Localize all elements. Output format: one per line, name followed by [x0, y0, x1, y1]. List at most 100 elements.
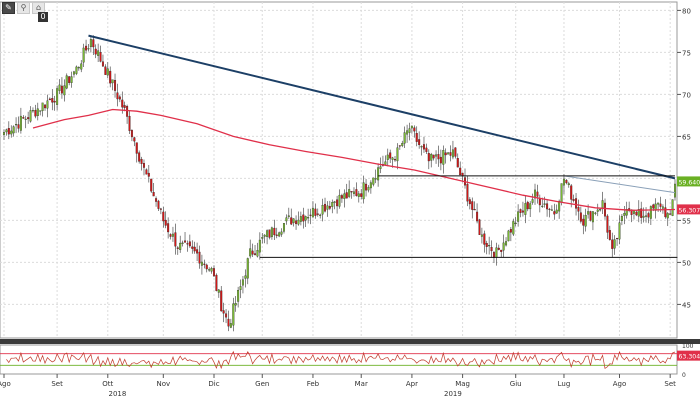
candle-body: [457, 158, 459, 167]
zero-badge[interactable]: 0: [38, 12, 48, 22]
candle-body: [467, 184, 469, 201]
x-tick-label: Ago: [0, 380, 11, 388]
candle-body: [83, 48, 85, 62]
candle-body: [71, 77, 73, 83]
candle-body: [85, 46, 87, 50]
candle-body: [324, 204, 326, 211]
oscillator-last-tag: 63.3043: [679, 354, 700, 361]
candle-body: [582, 219, 584, 225]
candle-body: [73, 72, 75, 75]
candle-body: [413, 128, 415, 131]
candle-body: [551, 210, 553, 211]
candle-body: [664, 208, 666, 217]
pencil-icon[interactable]: ✎: [2, 2, 15, 14]
candle-body: [503, 243, 505, 250]
candle-body: [483, 234, 485, 245]
candle-body: [616, 238, 618, 239]
candle-body: [286, 218, 288, 221]
candle-body: [102, 62, 104, 67]
candle-body: [44, 105, 46, 108]
candle-body: [302, 215, 304, 221]
candle-body: [283, 223, 285, 231]
candle-body: [25, 119, 27, 120]
candle-body: [568, 184, 570, 185]
candle-body: [30, 110, 32, 121]
candle-body: [341, 195, 343, 198]
candle-body: [160, 209, 162, 210]
candle-body: [167, 223, 169, 231]
candle-body: [228, 319, 230, 326]
candle-body: [266, 231, 268, 237]
candle-body: [561, 184, 563, 203]
candle-body: [643, 216, 645, 217]
candle-body: [394, 159, 396, 160]
candle-body: [293, 219, 295, 223]
candle-body: [42, 103, 44, 111]
candle-body: [223, 311, 225, 314]
candle-body: [611, 240, 613, 249]
candle-body: [3, 132, 5, 135]
candle-body: [623, 213, 625, 215]
candle-body: [146, 170, 148, 175]
candle-body: [10, 131, 12, 134]
candle-body: [170, 234, 172, 236]
candle-body: [406, 131, 408, 135]
candle-body: [107, 69, 109, 75]
candle-body: [109, 71, 111, 83]
candle-body: [281, 232, 283, 234]
candle-body: [459, 168, 461, 175]
y-tick-label: 55: [682, 217, 691, 225]
candle-body: [143, 163, 145, 167]
candle-body: [604, 203, 606, 216]
candle-body: [389, 153, 391, 158]
candle-body: [32, 110, 34, 111]
wand-icon[interactable]: ⚲: [17, 2, 30, 14]
candle-body: [249, 249, 251, 256]
candle-body: [496, 248, 498, 258]
candle-body: [428, 153, 430, 161]
candle-body: [409, 129, 411, 133]
candle-body: [13, 127, 15, 133]
candle-body: [158, 201, 160, 209]
candle-body: [300, 216, 302, 221]
candle-body: [529, 204, 531, 209]
candle-body: [6, 130, 8, 132]
candle-body: [22, 117, 24, 118]
candle-body: [614, 240, 616, 249]
candle-body: [346, 192, 348, 198]
candle-body: [660, 204, 662, 207]
candle-body: [129, 116, 131, 131]
candle-body: [8, 128, 10, 134]
candle-body: [177, 248, 179, 249]
candle-body: [230, 323, 232, 327]
candle-body: [117, 93, 119, 99]
candle-body: [276, 235, 278, 236]
candle-body: [578, 207, 580, 211]
candle-body: [377, 168, 379, 180]
candle-body: [452, 150, 454, 157]
candle-body: [372, 178, 374, 185]
candle-body: [517, 212, 519, 222]
candle-body: [273, 228, 275, 235]
candle-body: [505, 241, 507, 245]
candle-body: [392, 158, 394, 160]
candle-body: [662, 207, 664, 209]
candle-body: [133, 138, 135, 142]
candle-body: [247, 258, 249, 278]
candle-body: [54, 101, 56, 102]
candle-body: [592, 212, 594, 223]
candle-body: [537, 192, 539, 197]
candle-body: [360, 194, 362, 197]
candle-body: [597, 210, 599, 212]
x-tick-label: Giu: [510, 380, 522, 388]
candle-body: [435, 155, 437, 157]
candle-body: [264, 235, 266, 236]
candle-body: [580, 213, 582, 222]
candle-body: [440, 157, 442, 163]
candle-body: [322, 205, 324, 214]
candle-body: [138, 153, 140, 162]
candle-body: [365, 184, 367, 190]
candle-body: [136, 143, 138, 154]
x-tick-label: Set: [51, 380, 63, 388]
